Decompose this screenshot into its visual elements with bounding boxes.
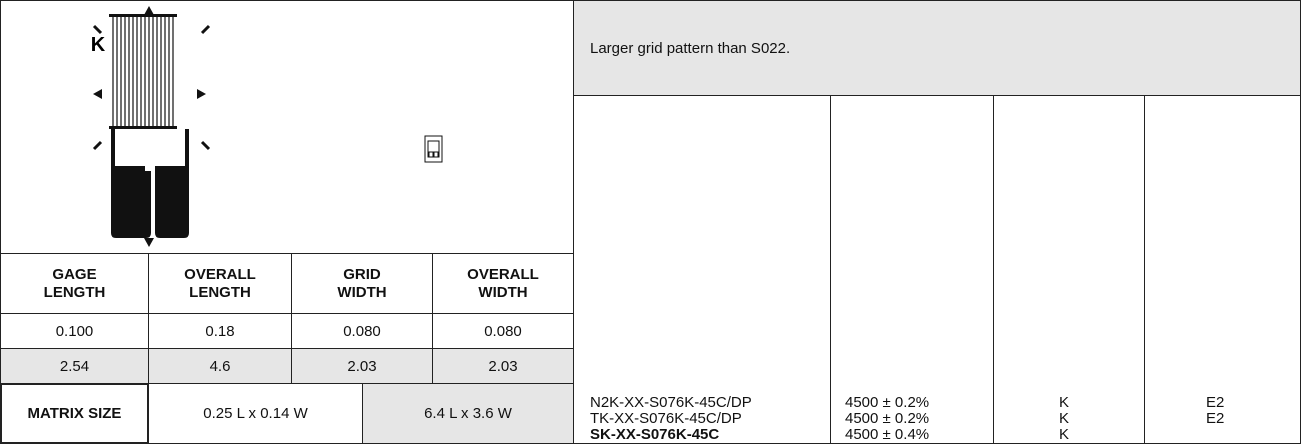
cell: 2.54 — [0, 348, 149, 384]
part: SK-XX-S076K-45C — [590, 426, 720, 443]
matrix-inch: 0.25 L x 0.14 W — [148, 383, 363, 444]
gage-image: K — [0, 0, 574, 254]
matrix-label: MATRIX SIZE — [0, 383, 149, 444]
cell: 0.18 — [148, 313, 292, 349]
alloy: K — [1059, 410, 1070, 427]
resistance-column: 4500 ± 0.2% 4500 ± 0.2% 4500 ± 0.4% — [830, 95, 994, 444]
option — [1206, 427, 1300, 443]
header-cell: OVERALL WIDTH — [432, 253, 574, 314]
gage-label: K — [91, 34, 106, 56]
resistance-list: 4500 ± 0.2% 4500 ± 0.2% 4500 ± 0.4% — [845, 395, 993, 443]
header-cell: GAGE LENGTH — [0, 253, 149, 314]
alloy: K — [1059, 394, 1070, 411]
part-list: N2K-XX-S076K-45C/DP TK-XX-S076K-45C/DP SK-… — [590, 395, 830, 443]
cell: 4.6 — [148, 348, 292, 384]
cell: 2.03 — [432, 348, 574, 384]
cell: 0.080 — [291, 313, 433, 349]
alloy: K — [1059, 426, 1070, 443]
header: GRID WIDTH — [337, 265, 387, 301]
gage-drawing: K — [91, 6, 443, 247]
option-column: E2 E2 — [1144, 95, 1301, 444]
part-column: N2K-XX-S076K-45C/DP TK-XX-S076K-45C/DP SK-… — [573, 95, 831, 444]
part: N2K-XX-S076K-45C/DP — [590, 394, 752, 411]
part: TK-XX-S076K-45C/DP — [590, 410, 742, 427]
description: Larger grid pattern than S022. — [573, 0, 1301, 96]
option: E2 — [1206, 410, 1225, 427]
header-cell: GRID WIDTH — [291, 253, 433, 314]
cell: 0.100 — [0, 313, 149, 349]
resistance: 4500 ± 0.4% — [845, 426, 930, 443]
option: E2 — [1206, 394, 1225, 411]
matrix-mm: 6.4 L x 3.6 W — [362, 383, 574, 444]
resistance: 4500 ± 0.2% — [845, 410, 930, 427]
option-list: E2 E2 — [1206, 395, 1300, 443]
header: OVERALL LENGTH — [184, 265, 256, 301]
header-cell: OVERALL LENGTH — [148, 253, 292, 314]
cell: 2.03 — [291, 348, 433, 384]
header: GAGE LENGTH — [43, 265, 106, 301]
resistance: 4500 ± 0.2% — [845, 394, 930, 411]
header: OVERALL WIDTH — [467, 265, 539, 301]
cell: 0.080 — [432, 313, 574, 349]
